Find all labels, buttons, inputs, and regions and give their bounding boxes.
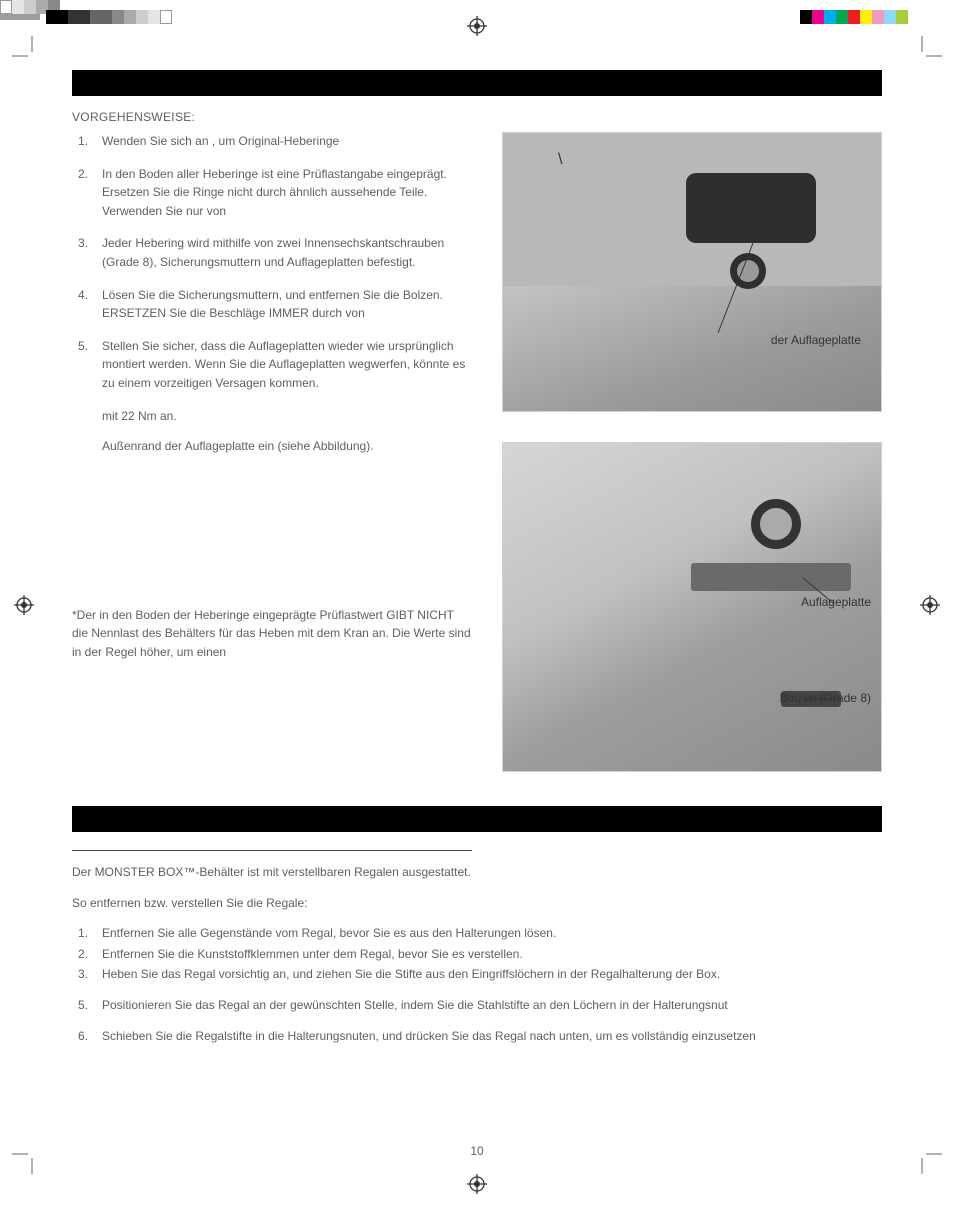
section1-step-list: Wenden Sie sich an , um Original-Heberin… bbox=[72, 132, 472, 393]
fig2-callout-bolt: Bolzen (Grade 8) bbox=[780, 691, 871, 705]
section1-step: Wenden Sie sich an , um Original-Heberin… bbox=[72, 132, 472, 151]
section-header-bar-1 bbox=[72, 70, 882, 96]
section1-step: Lösen Sie die Sicherungsmuttern, und ent… bbox=[72, 286, 472, 323]
page-content: VORGEHENSWEISE: Wenden Sie sich an , um … bbox=[72, 70, 882, 1174]
reg-target-top bbox=[467, 16, 487, 36]
section2-intro2: So entfernen bzw. verstellen Sie die Reg… bbox=[72, 894, 882, 913]
section2-step: Heben Sie das Regal vorsichtig an, und z… bbox=[72, 965, 882, 984]
section1-step: In den Boden aller Heberinge ist eine Pr… bbox=[72, 165, 472, 221]
reg-target-bottom bbox=[467, 1174, 487, 1194]
section-header-bar-2 bbox=[72, 806, 882, 832]
section1-indent-line: mit 22 Nm an. bbox=[72, 407, 472, 426]
figure-2: Auflageplatte Bolzen (Grade 8) bbox=[502, 442, 882, 772]
crop-mark-tl bbox=[12, 36, 42, 66]
reg-strip-top-right bbox=[800, 10, 908, 24]
section1-step: Jeder Hebering wird mithilfe von zwei In… bbox=[72, 234, 472, 271]
section2-step: Entfernen Sie alle Gegenstände vom Regal… bbox=[72, 924, 882, 943]
figure-1: \ der Auflageplatte bbox=[502, 132, 882, 412]
section1-step: Stellen Sie sicher, dass die Auflageplat… bbox=[72, 337, 472, 393]
section1-right-column: \ der Auflageplatte Auflageplatte Bolzen… bbox=[502, 132, 882, 772]
section1-indent-line: Außenrand der Auflageplatte ein (siehe A… bbox=[72, 437, 472, 456]
reg-target-right bbox=[920, 595, 940, 615]
section1-footnote: *Der in den Boden der Heberinge eingeprä… bbox=[72, 606, 472, 662]
crop-mark-bl bbox=[12, 1144, 42, 1174]
section2-step: Schieben Sie die Regalstifte in die Halt… bbox=[72, 1027, 882, 1046]
section2-step-list: Entfernen Sie alle Gegenstände vom Regal… bbox=[72, 924, 882, 1045]
reg-strip-top-left bbox=[46, 10, 172, 24]
section2-step: Positionieren Sie das Regal an der gewün… bbox=[72, 996, 882, 1015]
fig2-callout-plate: Auflageplatte bbox=[801, 595, 871, 609]
crop-mark-tr bbox=[912, 36, 942, 66]
reg-target-left bbox=[14, 595, 34, 615]
section1-heading: VORGEHENSWEISE: bbox=[72, 110, 882, 124]
divider bbox=[72, 850, 472, 851]
crop-mark-br bbox=[912, 1144, 942, 1174]
section2-step: Entfernen Sie die Kunststoffklemmen unte… bbox=[72, 945, 882, 964]
section1-left-column: Wenden Sie sich an , um Original-Heberin… bbox=[72, 132, 472, 772]
section2-intro: Der MONSTER BOX™-Behälter ist mit verste… bbox=[72, 863, 882, 882]
page-number: 10 bbox=[72, 1144, 882, 1158]
fig1-callout: der Auflageplatte bbox=[771, 333, 861, 347]
